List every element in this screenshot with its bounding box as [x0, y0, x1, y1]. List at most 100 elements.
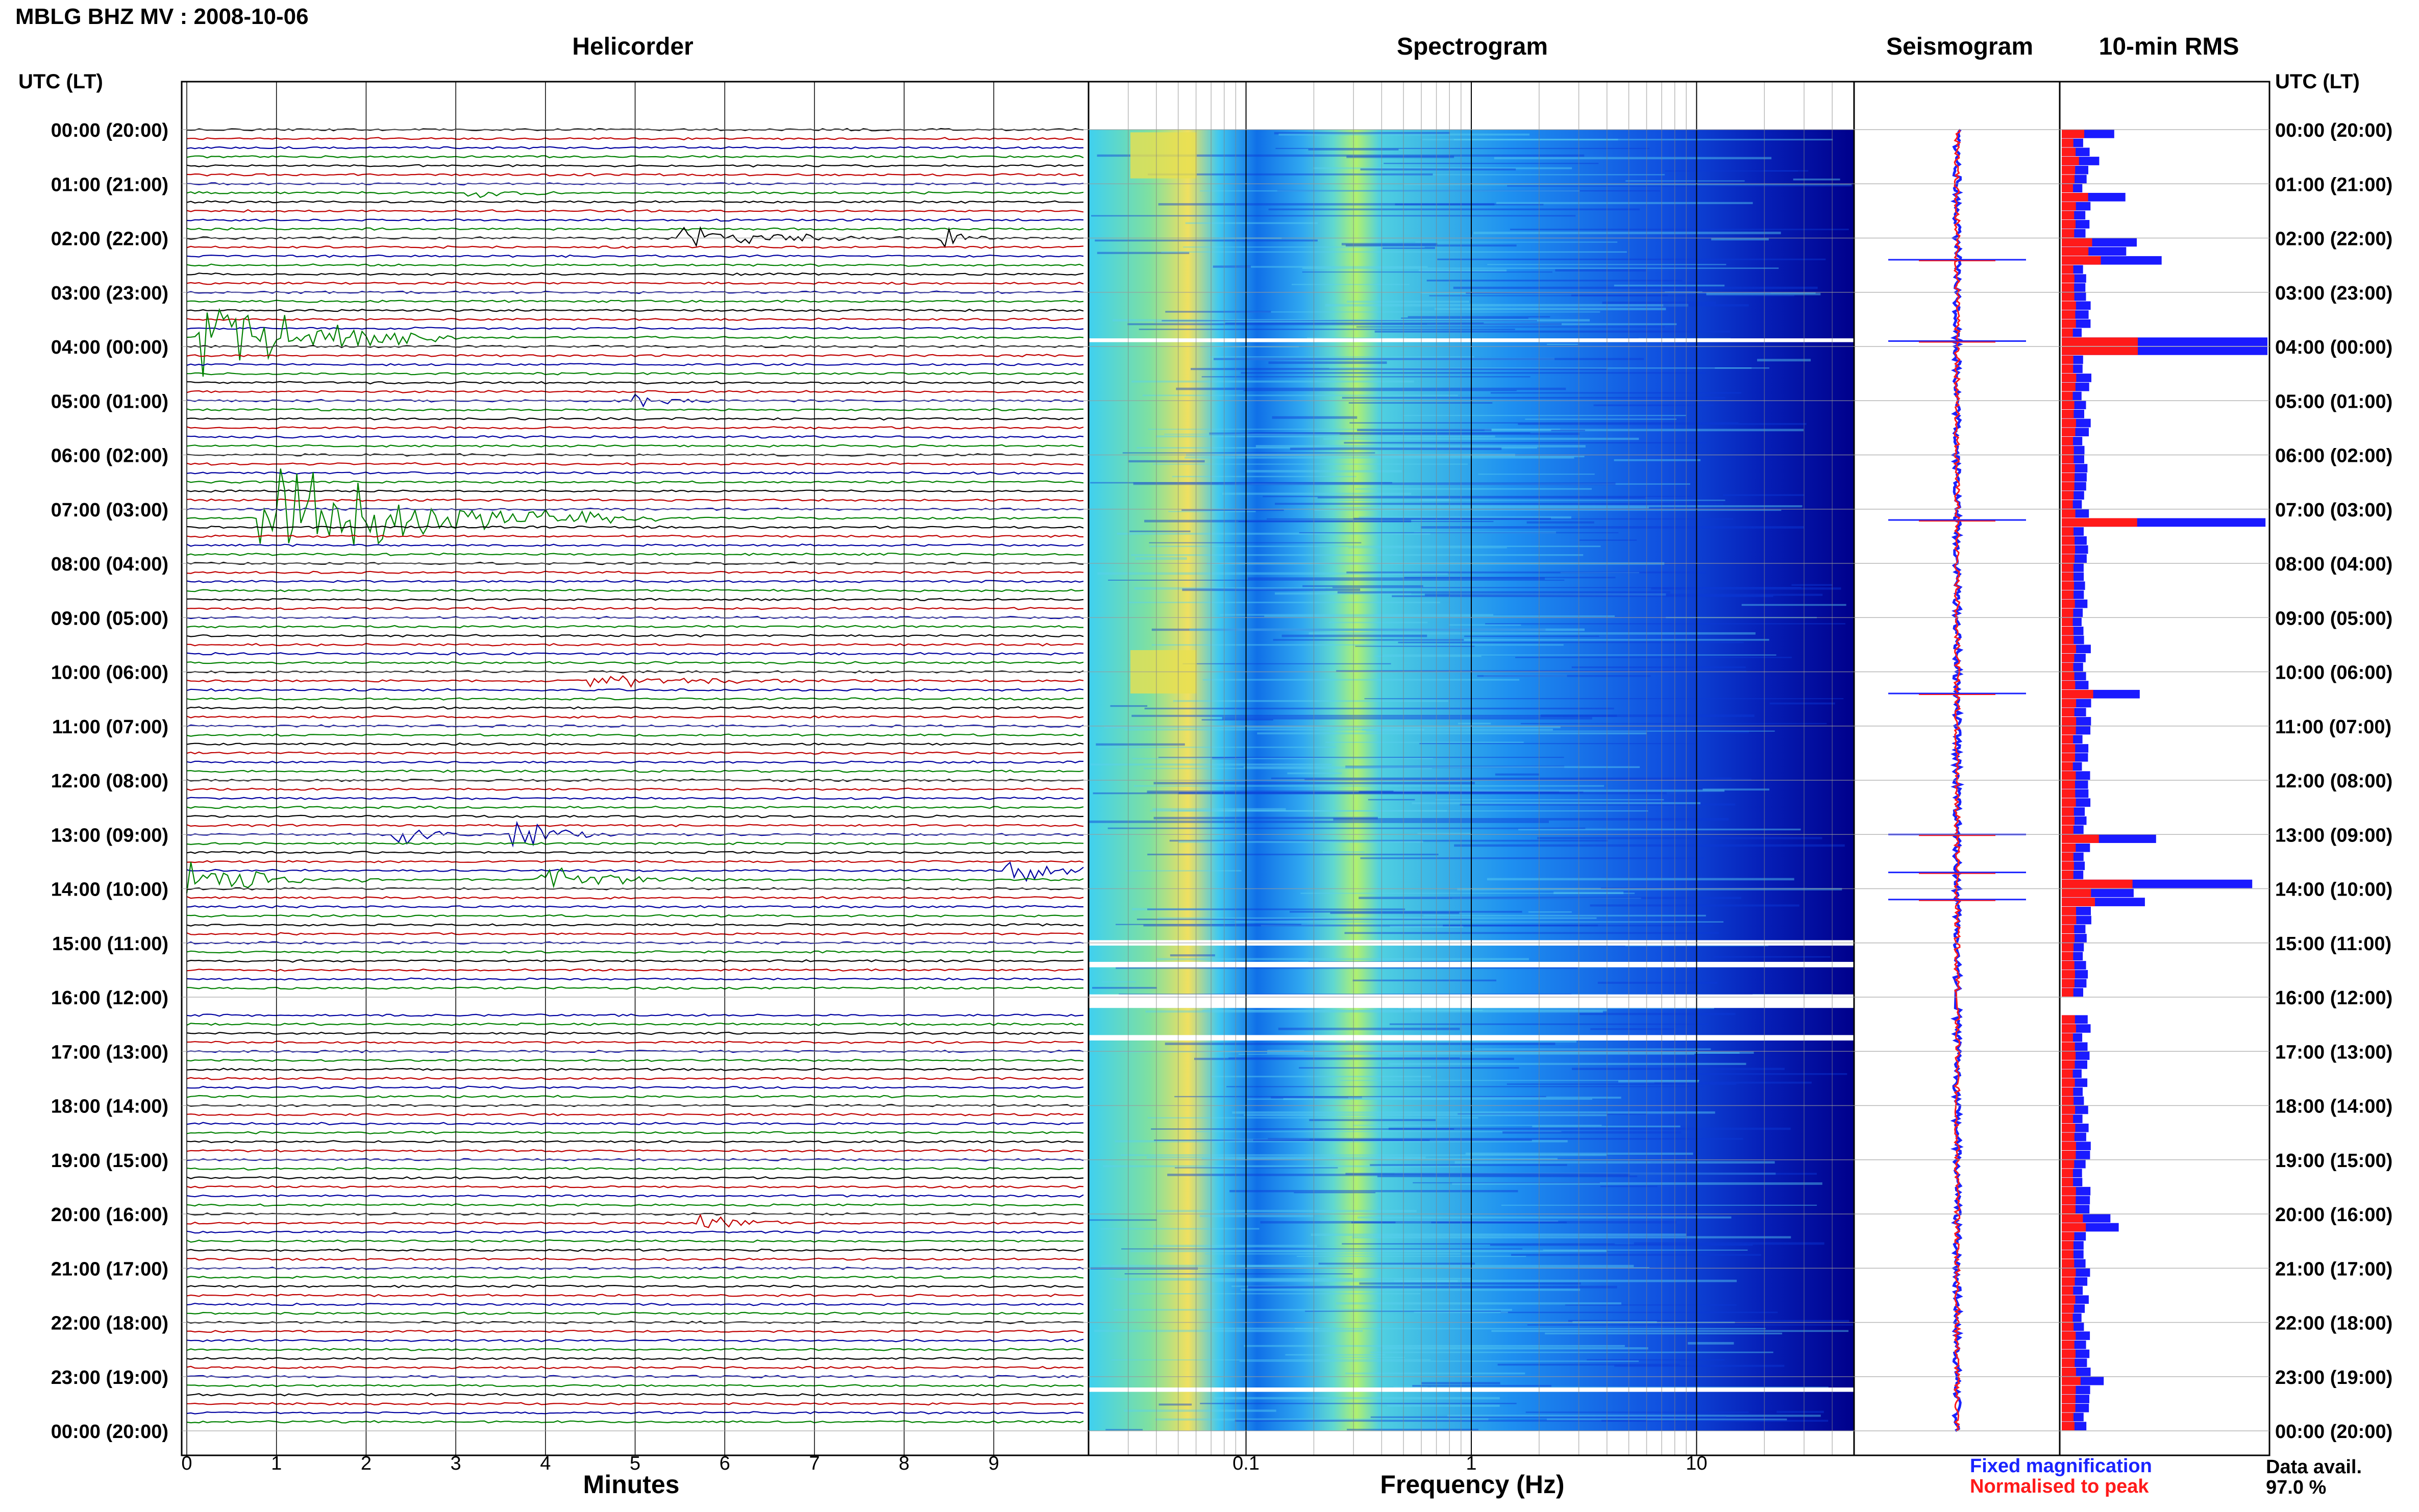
- spectrogram-streak: [1709, 731, 1749, 733]
- spectrogram-streak: [1146, 1156, 1426, 1159]
- rms-bar-normalised: [2062, 1304, 2074, 1313]
- time-label-right: 02:00 (22:00): [2275, 229, 2392, 250]
- spectrogram-streak: [1541, 714, 1755, 717]
- rms-bar-normalised: [2062, 1015, 2075, 1024]
- spectrogram-streak: [1294, 1328, 1766, 1329]
- spectrogram-streak: [1348, 547, 1507, 549]
- rms-bar-normalised: [2062, 662, 2074, 672]
- time-label-left: 07:00 (03:00): [51, 500, 168, 521]
- spectrogram-streak: [1764, 170, 1809, 172]
- rms-bar-normalised: [2062, 138, 2074, 147]
- spectrogram-streak: [1464, 635, 1599, 637]
- spectrogram-streak: [1360, 168, 1516, 170]
- rms-bar-normalised: [2062, 1322, 2074, 1331]
- spectrogram-streak: [1156, 958, 1529, 960]
- rms-bar-normalised: [2062, 157, 2079, 165]
- spectrogram-streak: [1151, 644, 1564, 646]
- spectrogram-streak: [1299, 1067, 1519, 1069]
- spectrogram-streak: [1590, 1028, 1674, 1030]
- spectrogram-streak: [1374, 330, 1731, 333]
- spectrogram-streak: [1241, 1288, 1581, 1291]
- spectrogram-streak: [1412, 1385, 1551, 1387]
- spectrogram-streak: [1518, 828, 1801, 831]
- spectrogram-streak: [1348, 1097, 1621, 1099]
- rms-bar-normalised: [2062, 346, 2138, 355]
- spectrogram-streak: [1336, 670, 1746, 672]
- rms-bar-normalised: [2062, 1385, 2076, 1395]
- spectrogram-streak: [1222, 492, 1412, 495]
- spectrogram-streak: [1299, 532, 1619, 534]
- spectrogram-streak: [1283, 1098, 1450, 1100]
- rms-bar-normalised: [2062, 1151, 2076, 1159]
- spectrogram-streak: [1715, 367, 1769, 369]
- helicorder-tick-label: 3: [451, 1453, 461, 1474]
- spectrogram-streak: [1134, 587, 1326, 590]
- spectrogram-streak: [1501, 1204, 1817, 1206]
- rms-bar-normalised: [2062, 979, 2075, 988]
- spectrogram-streak: [1654, 1081, 1812, 1084]
- spectrogram-streak: [1417, 832, 1472, 834]
- spectrogram-streak: [1355, 646, 1475, 647]
- spectrogram-streak: [1404, 577, 1616, 579]
- spectrogram-streak: [1458, 723, 1491, 725]
- spectrogram-streak: [1229, 1190, 1518, 1193]
- spectrogram-hotspot: [1130, 132, 1197, 179]
- spectrogram-streak: [1602, 301, 1716, 304]
- spectrogram-streak: [1147, 853, 1439, 856]
- spectrogram-streak: [1502, 1131, 1682, 1134]
- spectrogram-streak: [1214, 358, 1644, 360]
- spectrogram-tick-label: 1: [1466, 1453, 1476, 1474]
- spectrogram-streak: [1477, 675, 1651, 677]
- spectrogram-streak: [1328, 622, 1428, 624]
- spectrogram-streak: [1119, 994, 1572, 995]
- spectrogram-streak: [1547, 343, 1578, 345]
- spectrogram-streak: [1224, 311, 1600, 313]
- spectrogram-streak: [1352, 1236, 1791, 1238]
- spectrogram-streak: [1466, 292, 1771, 294]
- rms-bar-normalised: [2062, 337, 2138, 346]
- time-label-left: 10:00 (06:00): [51, 662, 168, 684]
- spectrogram-streak: [1702, 788, 1770, 791]
- spectrogram-streak: [1278, 133, 1530, 136]
- rms-bar-normalised: [2062, 1114, 2074, 1123]
- spectrogram-streak: [1572, 1068, 1785, 1070]
- spectrogram-streak: [1144, 519, 1412, 523]
- spectrogram-xlabel: Frequency (Hz): [1380, 1470, 1565, 1499]
- spectrogram-streak: [1323, 851, 1365, 853]
- rms-bar-normalised: [2062, 247, 2089, 256]
- spectrogram-streak: [1711, 238, 1769, 241]
- spectrogram-streak: [1525, 1411, 1749, 1413]
- time-label-left: 01:00 (21:00): [51, 174, 168, 195]
- spectrogram-streak: [1520, 723, 1827, 725]
- spectrogram-streak: [1314, 509, 1782, 511]
- spectrogram-streak: [1411, 1009, 1608, 1011]
- spectrogram-streak: [1107, 827, 1586, 829]
- time-label-right: 00:00 (20:00): [2275, 120, 2392, 141]
- rms-bar-normalised: [2062, 464, 2075, 473]
- time-label-left: 15:00 (11:00): [52, 933, 168, 955]
- spectrogram-streak: [1131, 714, 1617, 717]
- rms-bar-normalised: [2062, 518, 2137, 527]
- spectrogram-streak: [1345, 244, 1517, 247]
- spectrogram-streak: [1246, 470, 1402, 473]
- spectrogram-streak: [1791, 584, 1833, 586]
- helicorder-tick-label: 0: [181, 1453, 192, 1474]
- time-label-left: 16:00 (12:00): [51, 987, 168, 1009]
- spectrogram-streak: [1427, 323, 1677, 326]
- rms-bar-normalised: [2062, 572, 2074, 581]
- rms-bar-normalised: [2062, 364, 2074, 374]
- helicorder-tick-label: 6: [720, 1453, 730, 1474]
- spectrogram-streak: [1346, 571, 1706, 574]
- spectrogram-streak: [1154, 321, 1337, 323]
- rms-bar-normalised: [2062, 617, 2073, 626]
- spectrogram-streak: [1490, 392, 1742, 394]
- spectrogram-streak: [1241, 372, 1706, 374]
- spectrogram-streak: [1274, 132, 1450, 135]
- spectrogram-streak: [1571, 666, 1746, 668]
- spectrogram-streak: [1560, 572, 1640, 574]
- spectrogram-streak: [1420, 292, 1816, 294]
- spectrogram-streak: [1360, 857, 1705, 859]
- spectrogram-streak: [1618, 1080, 1699, 1083]
- spectrogram-streak: [1267, 1052, 1740, 1054]
- rms-bar-normalised: [2062, 1358, 2075, 1368]
